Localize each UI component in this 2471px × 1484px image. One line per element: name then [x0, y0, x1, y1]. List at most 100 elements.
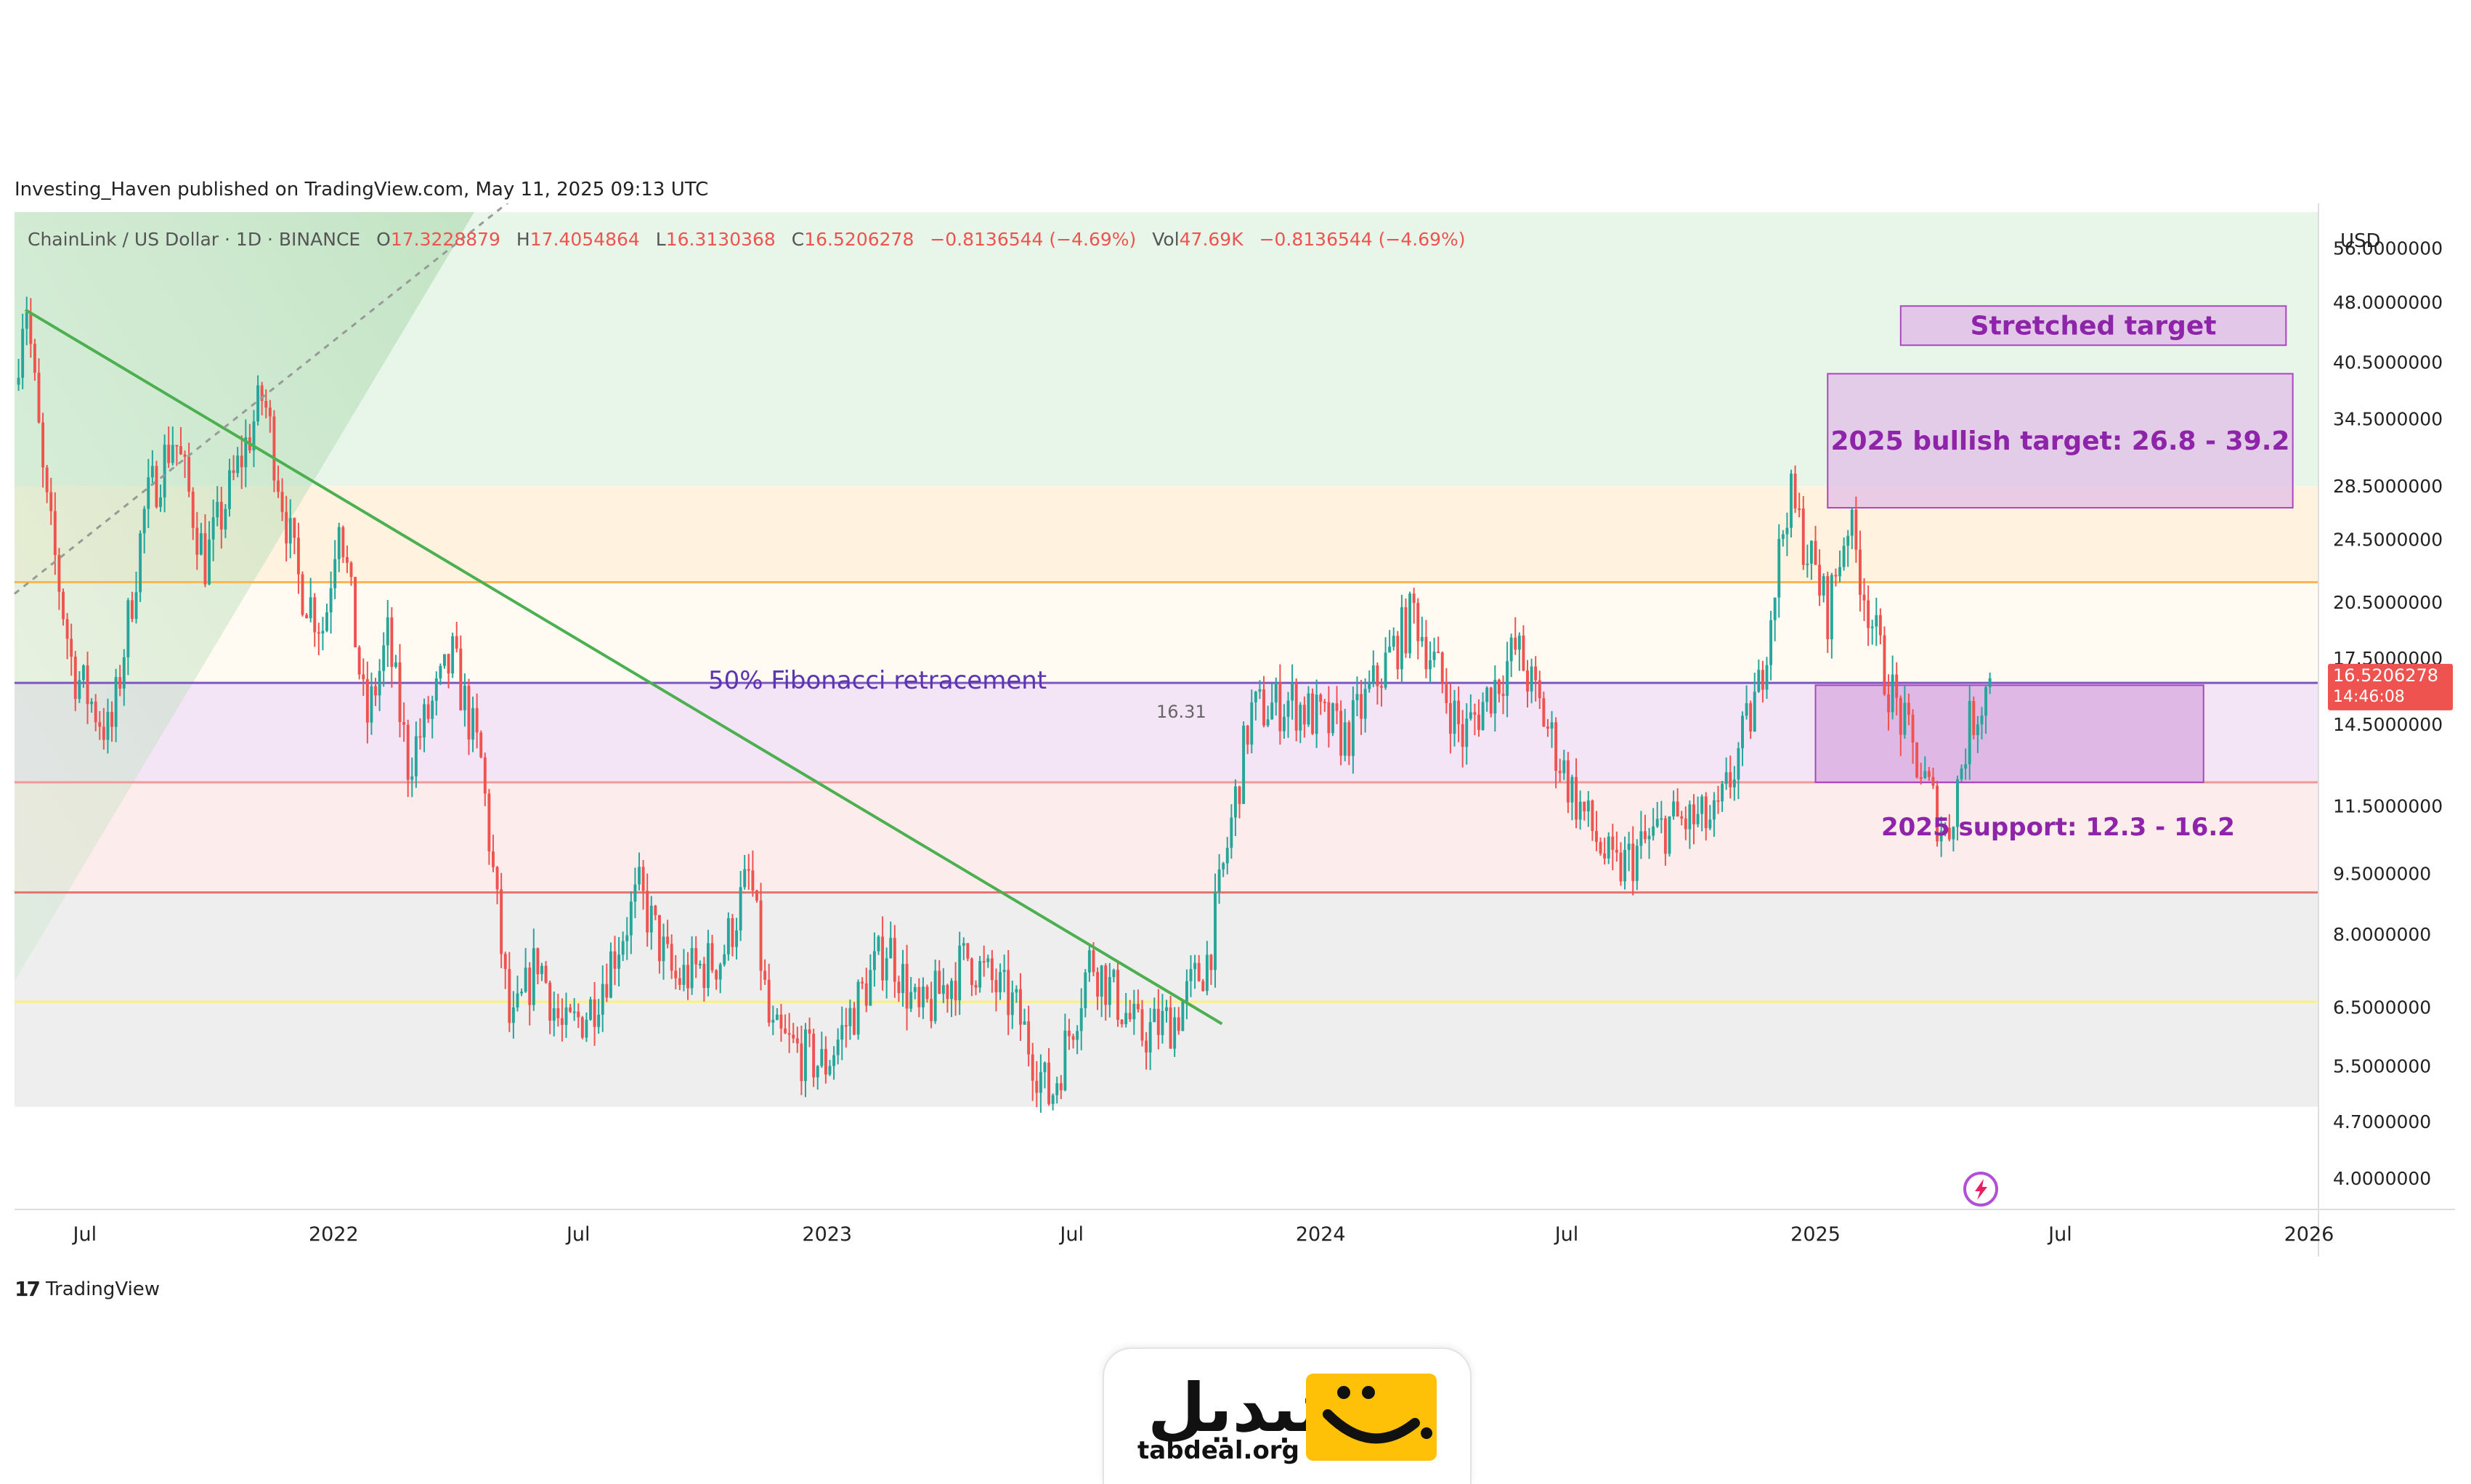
candle	[1814, 525, 1817, 565]
candle	[479, 730, 483, 758]
candle	[65, 612, 69, 660]
candle-body	[1404, 607, 1408, 654]
candle-body	[1124, 1013, 1128, 1024]
candle-body	[739, 887, 742, 930]
candle-body	[1737, 748, 1740, 780]
candle-body	[1655, 819, 1659, 827]
candle	[1668, 816, 1671, 857]
candle-body	[1007, 970, 1010, 1015]
fib-value-label: 16.31	[1156, 702, 1206, 722]
x-tick-label: 2024	[1296, 1223, 1346, 1246]
candle-body	[147, 477, 150, 509]
candle	[199, 522, 203, 556]
candle	[1716, 785, 1720, 814]
candle	[1635, 839, 1639, 891]
candle-body	[443, 654, 446, 666]
candle	[94, 694, 97, 731]
candle	[126, 598, 130, 676]
price-chart[interactable]: 56.0000000 48.0000000 40.5000000 34.5000000…	[0, 203, 2471, 1271]
candle-body	[1189, 969, 1193, 981]
candle-body	[1944, 827, 1947, 831]
candle	[471, 697, 475, 753]
chart-area[interactable]: 56.0000000 48.0000000 40.5000000 34.5000000…	[0, 203, 2471, 1271]
candle-body	[869, 970, 872, 1006]
candle-body	[1230, 817, 1233, 848]
candle-body	[495, 867, 499, 890]
candle-body	[617, 954, 621, 969]
candle	[1262, 676, 1265, 728]
candle	[974, 980, 978, 996]
candle	[81, 664, 85, 688]
candle-body	[1895, 674, 1899, 698]
candle-body	[1205, 954, 1209, 992]
candle	[33, 338, 36, 381]
candle-body	[613, 951, 617, 969]
candle	[1124, 993, 1128, 1028]
candle-body	[532, 948, 535, 1005]
brand-url: tabdeal.org	[1137, 1436, 1299, 1465]
candle	[569, 1003, 572, 1013]
candle-body	[1087, 950, 1091, 973]
candle-body	[1376, 665, 1379, 686]
candle-body	[686, 965, 689, 989]
candle	[1177, 1007, 1180, 1035]
candle	[1165, 1000, 1168, 1023]
candle-body	[1335, 703, 1339, 711]
candle-body	[897, 981, 901, 994]
candle	[999, 963, 1002, 1000]
candle-body	[159, 497, 162, 507]
candle	[228, 458, 231, 517]
candle-body	[203, 533, 207, 585]
candle	[812, 1029, 816, 1087]
candle	[508, 952, 511, 1032]
candle-body	[492, 851, 495, 867]
candle-body	[1238, 786, 1241, 804]
lightning-icon[interactable]	[1963, 1172, 1998, 1207]
candle	[1112, 968, 1116, 983]
y-tick-label: 24.5000000	[2333, 530, 2443, 551]
candle	[1302, 696, 1306, 738]
candle	[354, 577, 357, 648]
candle-body	[990, 958, 994, 981]
candle-body	[426, 704, 430, 719]
candle-body	[224, 508, 227, 530]
candle-body	[1578, 801, 1582, 820]
x-tick-label: 2025	[1790, 1223, 1841, 1246]
candle-body	[674, 970, 678, 978]
candle	[296, 522, 300, 594]
candle	[1404, 598, 1408, 658]
candle-body	[1903, 702, 1907, 735]
annotation-fib: 50% Fibonacci retracement	[708, 666, 1047, 695]
candle-body	[1947, 827, 1951, 840]
candle-body	[1834, 575, 1838, 577]
candle	[1319, 693, 1323, 715]
candle	[1068, 1018, 1071, 1050]
candle	[1895, 662, 1899, 716]
candle-body	[167, 445, 171, 463]
candle	[78, 670, 81, 703]
candle-body	[1729, 772, 1732, 787]
candle-body	[1562, 760, 1566, 774]
candle	[1076, 1025, 1079, 1055]
candle-body	[1530, 666, 1533, 692]
volume-change-value: −0.8136544 (−4.69%)	[1259, 229, 1466, 250]
candle	[1655, 801, 1659, 828]
candle-body	[1554, 722, 1558, 771]
candle	[1931, 767, 1935, 790]
candle-body	[1721, 784, 1724, 802]
candle	[142, 506, 146, 554]
candle-body	[520, 992, 524, 994]
candle	[1818, 549, 1822, 607]
candle	[1461, 710, 1464, 768]
candle	[288, 499, 292, 559]
candle	[1712, 792, 1716, 838]
candle	[1514, 617, 1517, 655]
candle	[1108, 962, 1111, 1018]
candle-body	[1534, 666, 1538, 681]
candle-body	[905, 964, 909, 1009]
candle-body	[1347, 722, 1351, 756]
brand-name: تبدیل	[1148, 1369, 1323, 1447]
candle	[763, 959, 767, 985]
candle	[824, 1036, 827, 1084]
candle	[313, 593, 317, 647]
